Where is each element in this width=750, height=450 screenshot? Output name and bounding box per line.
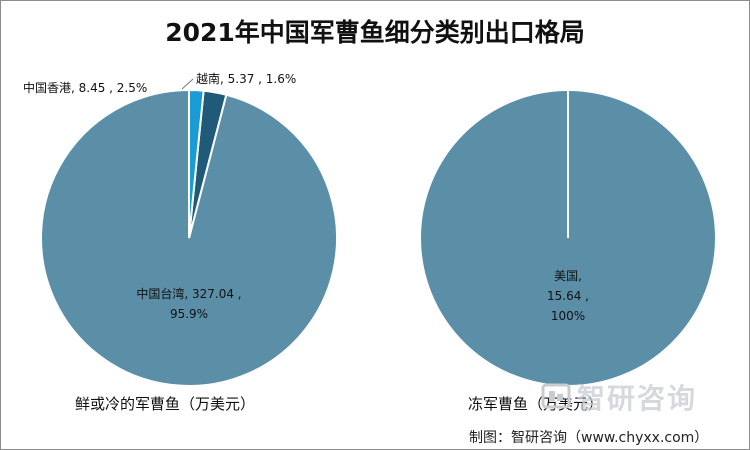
data-label-hongkong: 中国香港, 8.45 , 2.5% (23, 80, 147, 95)
data-label-taiwan-line2: 95.9% (170, 307, 208, 321)
chart-title: 2021年中国军曹鱼细分类别出口格局 (165, 18, 585, 47)
data-labels: 中国台湾, 327.04 , 95.9% 中国香港, 8.45 , 2.5% 越… (23, 71, 589, 323)
data-label-usa-line1: 美国, (554, 269, 582, 283)
pie-chart-frozen (419, 89, 717, 387)
data-label-vietnam: 越南, 5.37 , 1.6% (196, 71, 296, 86)
data-label-usa-line2: 15.64 , (547, 289, 589, 303)
pie-chart-fresh (40, 88, 338, 387)
watermark-text: 智研咨询 (577, 382, 698, 415)
watermark-logo-icon (541, 383, 571, 409)
data-label-taiwan-line1: 中国台湾, 327.04 , (136, 286, 241, 301)
pie-caption-fresh: 鲜或冷的军曹鱼（万美元） (75, 395, 256, 413)
data-label-usa-line3: 100% (551, 309, 585, 323)
source-note: 制图：智研咨询（www.chyxx.com） (469, 430, 709, 446)
pie-fresh-slice-2 (188, 88, 205, 239)
leader-line-vietnam (181, 78, 194, 90)
